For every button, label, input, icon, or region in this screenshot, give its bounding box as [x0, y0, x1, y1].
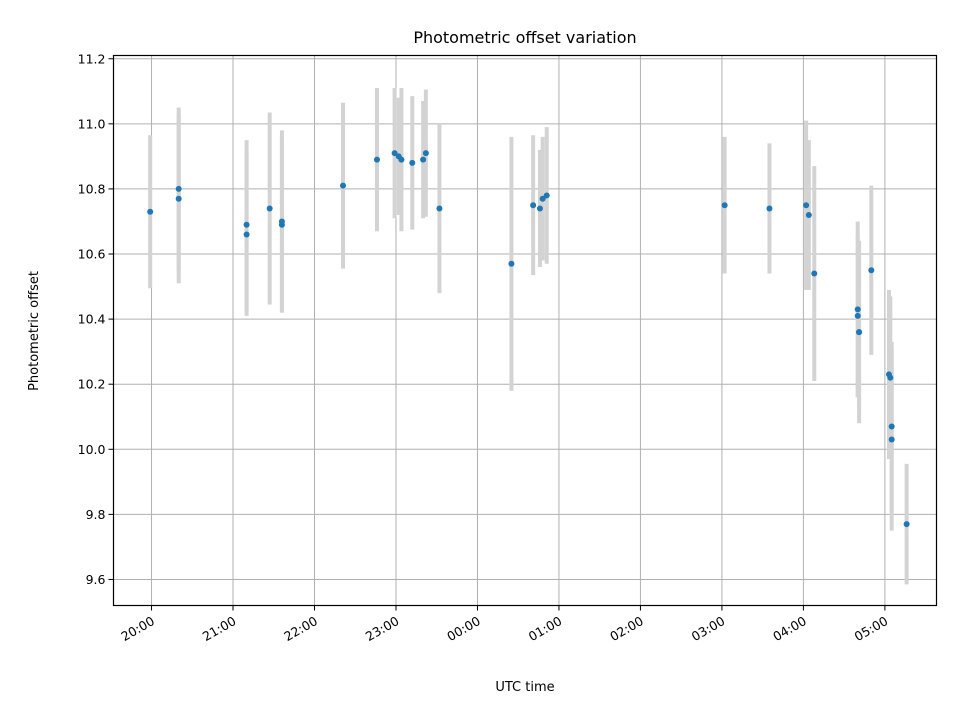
data-point [803, 202, 810, 209]
data-point [373, 156, 380, 163]
y-tick-label: 10.0 [78, 442, 106, 457]
plot-frame [112, 54, 938, 607]
data-point [854, 312, 861, 319]
data-point [508, 260, 515, 267]
data-point [854, 306, 861, 313]
data-point [243, 221, 250, 228]
x-axis-label: UTC time [495, 680, 554, 695]
data-point [409, 159, 416, 166]
data-point [856, 329, 863, 336]
y-tick-label: 10.8 [78, 181, 106, 196]
data-point [539, 195, 546, 202]
data-point [811, 270, 818, 277]
data-point [887, 374, 894, 381]
data-point [543, 192, 550, 199]
data-point [340, 182, 347, 189]
chart-title: Photometric offset variation [413, 28, 636, 47]
y-tick-label: 10.4 [78, 312, 106, 327]
data-point [536, 205, 543, 212]
y-tick-label: 10.2 [78, 377, 106, 392]
data-point [422, 150, 429, 157]
data-point [888, 436, 895, 443]
data-point [243, 231, 250, 238]
data-point [266, 205, 273, 212]
data-point [888, 423, 895, 430]
data-point [278, 221, 285, 228]
data-point [391, 150, 398, 157]
data-point [436, 205, 443, 212]
data-point [868, 267, 875, 274]
data-point [147, 208, 154, 215]
data-point [805, 211, 812, 218]
y-tick-label: 9.6 [86, 572, 106, 587]
y-tick-label: 10.6 [78, 247, 106, 262]
data-point [420, 156, 427, 163]
data-point [766, 205, 773, 212]
data-point [903, 521, 910, 528]
point-layer [147, 150, 910, 528]
grid-layer [113, 55, 937, 606]
data-point [398, 156, 405, 163]
y-tick-label: 11.2 [78, 51, 106, 66]
data-point [721, 202, 728, 209]
data-point [175, 185, 182, 192]
y-axis-label: Photometric offset [27, 271, 42, 391]
data-point [530, 202, 537, 209]
data-point [175, 195, 182, 202]
y-tick-label: 9.8 [86, 507, 106, 522]
y-tick-label: 11.0 [78, 116, 106, 131]
